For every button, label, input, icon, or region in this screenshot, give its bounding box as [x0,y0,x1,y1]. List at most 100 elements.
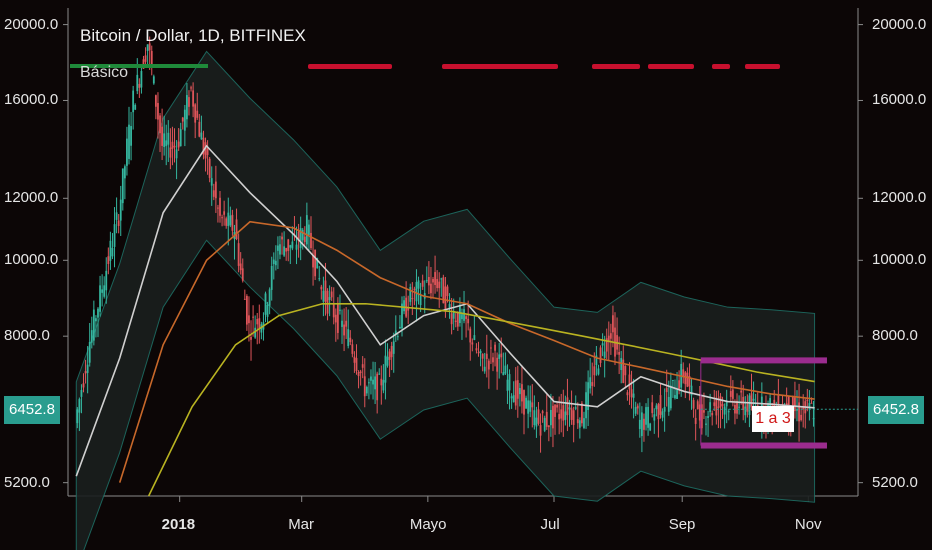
candle-body [537,409,540,424]
candle-body [399,326,401,329]
candle-body [498,354,501,359]
price-badge-right: 6452.8 [868,396,924,424]
candle-body [494,344,496,351]
candle-body [506,379,509,391]
y-tick-label: 20000.0 [4,15,59,33]
candle-body [682,369,685,378]
candle-body [183,109,186,131]
candle-body [514,380,517,406]
candle-body [529,400,532,412]
candle-body [552,405,554,429]
candle-body [341,320,343,327]
candle-body [554,404,556,417]
candle-body [192,90,195,107]
candle-body [696,401,699,410]
candle-body [560,409,563,419]
candle-body [320,286,323,290]
candle-body [310,232,312,249]
candle-body [773,399,776,407]
candle-body [568,407,571,410]
candle-body [359,371,362,374]
candle-body [659,395,662,415]
candle-body [458,306,461,324]
candle-body [241,268,244,281]
signal-segment-red [442,64,558,69]
candle-body [748,395,751,415]
candle-body [469,328,472,343]
candle-body [243,298,246,300]
candle-body [713,402,716,406]
candle-body [570,408,573,420]
candle-body [196,110,199,118]
candle-body [698,404,701,421]
candle-body [692,400,695,409]
candle-body [556,404,558,408]
candle-body [324,280,327,302]
candle-body [82,383,85,388]
candle-body [589,377,592,389]
x-tick-label: Sep [668,516,696,533]
candle-body [531,402,534,408]
candle-body [601,343,604,346]
candle-body [365,386,368,394]
candle-body [461,314,463,320]
signal-segment-red [308,64,392,69]
candle-body [177,141,180,148]
chart-frame [63,8,863,502]
candle-body [504,365,507,374]
candle-body [591,382,594,386]
candle-body [161,126,163,146]
candle-body [688,375,691,387]
candle-body [363,376,366,397]
candle-body [330,291,333,298]
candle-body [258,318,261,329]
x-tick-label: Mar [288,516,315,533]
candle-body [370,376,372,381]
candle-body [545,411,548,427]
candle-body [299,228,302,248]
candle-body [624,365,627,376]
candle-body [607,335,610,342]
candle-body [427,276,430,286]
candle-body [527,400,530,414]
candle-body [543,417,546,431]
candle-body [103,285,106,297]
candle-body [150,51,153,68]
candle-body [512,395,515,403]
candle-body [266,304,269,317]
candle-body [711,412,714,416]
candle-body [334,314,337,323]
candle-body [235,219,238,240]
candle-body [450,313,453,325]
candle-body [227,212,230,226]
candle-body [186,95,188,120]
signal-segment-red [745,64,780,69]
candle-body [111,247,114,257]
candle-body [566,397,569,416]
price-badge-left: 6452.8 [4,396,60,424]
candle-body [225,218,228,226]
y-tick-label: 10000.0 [872,251,927,269]
candle-body [593,366,596,376]
candle-body [136,74,139,92]
x-tick-label: Mayo [409,516,447,533]
y-tick-label: 10000.0 [4,251,59,269]
candle-body [796,409,798,411]
candle-body [436,279,439,289]
candle-body [636,405,639,409]
candle-body [595,355,598,366]
indicator-label[interactable]: Básico [80,64,129,81]
candle-body [485,353,488,360]
candle-body [206,147,209,155]
candle-body [736,400,738,414]
candle-body [140,71,143,88]
candle-body [194,104,197,123]
candle-body [92,309,95,341]
candle-body [148,43,151,51]
candle-body [401,303,403,329]
candle-body [99,285,101,312]
candle-body [746,404,749,412]
candle-body [700,404,703,429]
candle-body [444,286,447,312]
